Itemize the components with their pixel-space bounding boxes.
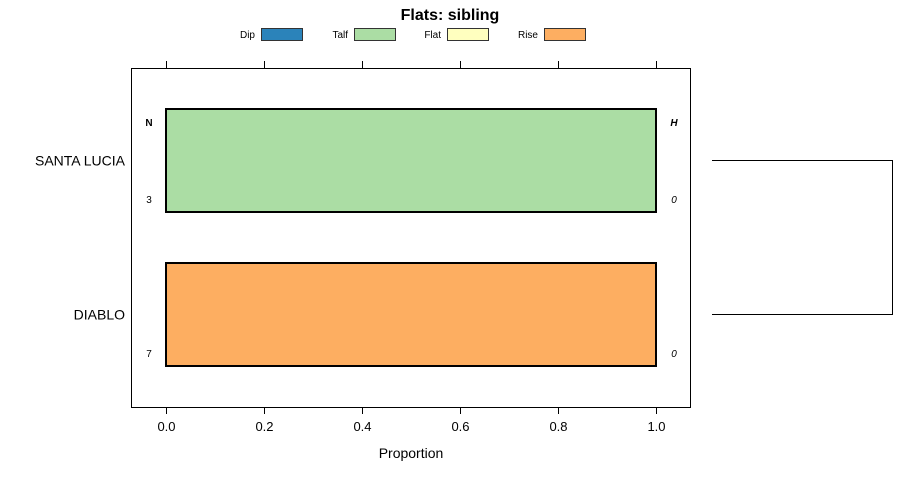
n-header: N <box>145 118 152 129</box>
bar-diablo-rise <box>165 262 657 367</box>
bars: SANTA LUCIA 3 0 DIABLO 7 0 <box>35 108 677 367</box>
x-axis-label: Proportion <box>379 445 444 461</box>
y-category-label: DIABLO <box>74 307 125 323</box>
x-axis: 0.0 0.2 0.4 0.6 0.8 1.0 <box>157 61 666 434</box>
plot-panel <box>131 68 691 408</box>
legend-label-talf: Talf <box>332 30 348 41</box>
h-value: 0 <box>671 349 677 360</box>
x-tick-label: 0.6 <box>451 419 469 434</box>
legend-label-flat: Flat <box>424 30 441 41</box>
x-tick-label: 0.4 <box>353 419 371 434</box>
x-tick-label: 0.8 <box>549 419 567 434</box>
legend-swatch-rise <box>544 28 586 41</box>
y-category-label: SANTA LUCIA <box>35 153 126 169</box>
n-value: 7 <box>146 349 152 360</box>
dendrogram <box>712 160 893 315</box>
x-tick-label: 0.0 <box>157 419 175 434</box>
x-tick-label: 0.2 <box>255 419 273 434</box>
legend-swatch-flat <box>447 28 489 41</box>
x-tick-label: 1.0 <box>647 419 665 434</box>
legend: Dip Talf Flat Rise <box>240 28 586 41</box>
chart-title: Flats: sibling <box>401 7 500 24</box>
legend-label-dip: Dip <box>240 30 255 41</box>
n-value: 3 <box>146 195 152 206</box>
legend-swatch-talf <box>354 28 396 41</box>
legend-swatch-dip <box>261 28 303 41</box>
legend-label-rise: Rise <box>518 30 538 41</box>
h-header: H <box>670 118 678 129</box>
h-value: 0 <box>671 195 677 206</box>
bar-santa-lucia-talf <box>165 108 657 213</box>
